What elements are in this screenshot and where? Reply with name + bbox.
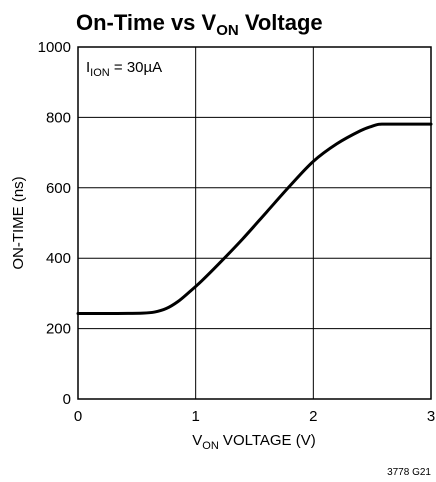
y-tick-label: 1000 xyxy=(38,39,71,56)
figure-code: 3778 G21 xyxy=(387,467,431,478)
x-tick-label: 2 xyxy=(309,408,317,425)
x-tick-label: 0 xyxy=(74,408,82,425)
y-axis-label: ON-TIME (ns) xyxy=(10,176,27,269)
x-axis-label: VON VOLTAGE (V) xyxy=(192,432,315,452)
x-axis-label-main: V xyxy=(192,432,202,449)
chart-title-main: On-Time vs V xyxy=(76,10,217,35)
y-tick-label: 600 xyxy=(46,180,71,197)
x-tick-label: 3 xyxy=(427,408,435,425)
y-tick-label: 0 xyxy=(63,391,71,408)
annotation-main: I xyxy=(86,59,90,76)
y-tick-label: 800 xyxy=(46,109,71,126)
chart-title: On-Time vs VON Voltage xyxy=(76,10,323,39)
annotation: IION = 30µA xyxy=(86,59,162,79)
y-tick-labels: 0 200 400 600 800 1000 xyxy=(38,39,71,408)
y-tick-label: 200 xyxy=(46,321,71,338)
grid xyxy=(78,47,431,399)
series-line xyxy=(76,122,433,315)
x-tick-label: 1 xyxy=(191,408,199,425)
plot-frame xyxy=(77,46,432,400)
annotation-tail: = 30µA xyxy=(110,59,162,76)
x-tick-labels: 0 1 2 3 xyxy=(74,408,435,425)
x-axis-label-tail: VOLTAGE (V) xyxy=(219,432,316,449)
annotation-subscript: ION xyxy=(90,67,110,79)
svg-text:On-Time vs VON Voltage: On-Time vs VON Voltage xyxy=(76,10,323,39)
y-tick-label: 400 xyxy=(46,250,71,267)
chart-title-subscript: ON xyxy=(216,22,239,39)
chart-title-tail: Voltage xyxy=(239,10,323,35)
x-axis-label-subscript: ON xyxy=(202,440,219,452)
